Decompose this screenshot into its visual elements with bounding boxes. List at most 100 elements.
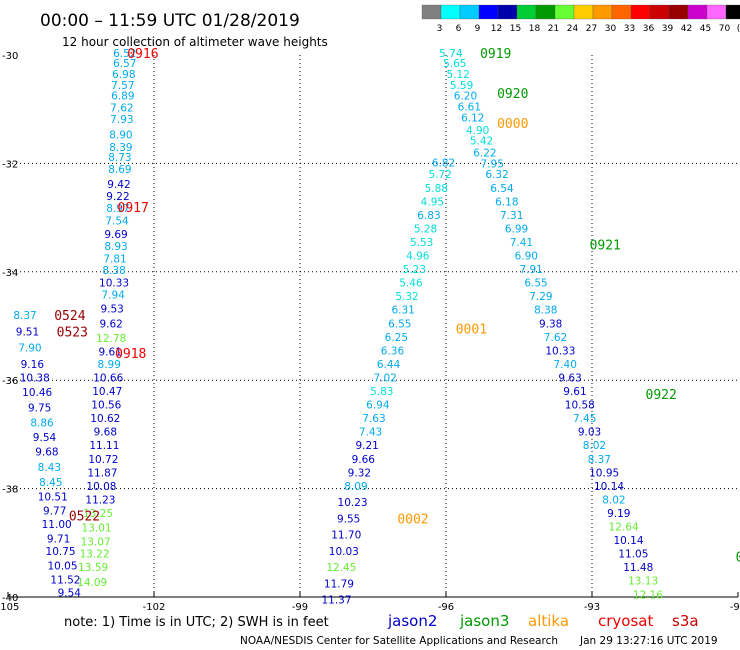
- footer-note: note: 1) Time is in UTC; 2) SWH is in fe…: [64, 615, 329, 630]
- wave-height-value: 9.38: [539, 318, 562, 330]
- wave-height-value: 7.40: [554, 359, 577, 371]
- wave-height-value: 5.74: [439, 48, 463, 60]
- wave-height-value: 13.25: [83, 508, 113, 520]
- wave-height-value: 6.90: [515, 251, 538, 263]
- wave-height-value: 6.25: [385, 332, 408, 344]
- wave-height-value: 6.99: [505, 223, 528, 235]
- chart-title: 00:00 – 11:59 UTC 01/28/2019: [40, 11, 300, 31]
- wave-height-value: 11.05: [618, 549, 648, 561]
- time-label: 0920: [497, 87, 528, 102]
- wave-height-value: 10.66: [93, 372, 123, 384]
- wave-height-value: 6.82: [432, 157, 455, 169]
- wave-height-value: 6.55: [388, 318, 411, 330]
- scale-swatch: [497, 4, 518, 20]
- wave-height-value: 10.47: [92, 386, 122, 398]
- wave-height-value: 9.54: [58, 588, 82, 600]
- wave-height-value: 9.55: [337, 513, 360, 525]
- wave-height-value: 9.19: [607, 508, 630, 520]
- wave-height-value: 10.14: [594, 481, 624, 493]
- wave-height-value: 5.83: [370, 386, 393, 398]
- x-tick-label: -93: [584, 602, 600, 613]
- wave-height-value: 9.68: [94, 427, 117, 439]
- wave-height-value: 9.75: [28, 402, 51, 414]
- wave-height-value: 7.45: [573, 413, 596, 425]
- scale-label: 36: [643, 24, 655, 34]
- scale-swatch: [516, 4, 537, 20]
- wave-height-value: 11.87: [87, 467, 117, 479]
- wave-height-value: 7.62: [110, 103, 133, 115]
- wave-height-value: 11.23: [85, 494, 115, 506]
- wave-height-value: 10.33: [545, 345, 575, 357]
- wave-height-value: 7.91: [519, 264, 542, 276]
- wave-height-value: 5.46: [399, 278, 423, 290]
- time-label: 0919: [480, 47, 511, 62]
- scale-swatch: [459, 4, 480, 20]
- legend-s3a: s3a: [672, 612, 699, 630]
- scale-swatch: [573, 4, 594, 20]
- wave-height-value: 8.90: [109, 130, 132, 142]
- wave-height-value: 5.72: [428, 169, 451, 181]
- wave-height-value: 10.95: [589, 467, 619, 479]
- wave-height-value: 7.63: [362, 413, 385, 425]
- wave-height-value: 5.23: [403, 264, 426, 276]
- footer-timestamp: Jan 29 13:27:16 UTC 2019: [579, 635, 718, 647]
- wave-height-value: 9.32: [348, 467, 371, 479]
- y-tick-label: -38: [2, 485, 18, 496]
- wave-height-value: 6.18: [495, 196, 518, 208]
- chart-subtitle: 12 hour collection of altimeter wave hei…: [62, 35, 328, 49]
- time-label: 0918: [115, 347, 146, 362]
- wave-height-value: 11.79: [324, 578, 354, 590]
- wave-height-value: 12.45: [326, 562, 356, 574]
- wave-height-value: 6.57: [113, 58, 136, 70]
- satellite-legend: jason2 jason3 altika cryosat s3a: [387, 612, 699, 630]
- wave-height-value: 5.53: [410, 237, 433, 249]
- wave-height-value: 4.95: [421, 196, 444, 208]
- scale-label: 39: [662, 24, 674, 34]
- scale-swatch: [725, 4, 740, 20]
- wave-height-value: 8.86: [30, 417, 54, 429]
- scale-label: 9: [475, 24, 481, 34]
- wave-height-value: 9.77: [43, 505, 66, 517]
- wave-height-value: 9.63: [558, 372, 581, 384]
- wave-height-value: 9.03: [578, 427, 601, 439]
- wave-height-value: 5.28: [414, 223, 437, 235]
- wave-height-value: 4.90: [466, 125, 489, 137]
- wave-height-value: 10.75: [46, 546, 76, 558]
- wave-height-value: 9.61: [563, 386, 586, 398]
- scale-label: 18: [529, 24, 541, 34]
- wave-height-value: 14.09: [77, 577, 107, 589]
- wave-height-value: 6.94: [366, 400, 390, 412]
- wave-height-value: 9.68: [35, 447, 58, 459]
- wave-height-value: 5.88: [425, 183, 448, 195]
- wave-height-value: 8.45: [39, 477, 62, 489]
- wave-height-value: 9.69: [104, 229, 127, 241]
- scale-swatch: [421, 4, 442, 20]
- scale-label: 12: [491, 24, 502, 34]
- scale-swatch: [687, 4, 708, 20]
- wave-height-value: 11.11: [89, 440, 119, 452]
- wave-height-value: 7.02: [373, 372, 396, 384]
- scale-label: 33: [624, 24, 635, 34]
- time-label: 0917: [118, 201, 149, 216]
- wave-height-value: 8.02: [583, 440, 606, 452]
- y-tick-label: -40: [2, 593, 18, 604]
- scale-label: 70: [719, 24, 731, 34]
- grid: [8, 55, 738, 597]
- wave-height-value: 9.42: [107, 179, 130, 191]
- wave-height-value: 11.37: [321, 595, 351, 607]
- wave-height-value: 6.52: [113, 48, 136, 60]
- wave-height-value: 8.97: [106, 203, 129, 215]
- wave-height-value: 11.52: [50, 575, 80, 587]
- wave-height-value: 5.42: [470, 136, 493, 148]
- time-label: 0916: [127, 47, 158, 62]
- wave-height-value: 10.33: [99, 278, 129, 290]
- scale-label: 3: [437, 24, 443, 34]
- legend-altika: altika: [528, 612, 569, 630]
- wave-height-value: 8.37: [588, 454, 611, 466]
- wave-height-value: 13.22: [80, 549, 110, 561]
- wave-height-value: 8.73: [108, 152, 131, 164]
- wave-height-value: 8.09: [344, 481, 367, 493]
- wave-height-value: 6.22: [473, 148, 496, 160]
